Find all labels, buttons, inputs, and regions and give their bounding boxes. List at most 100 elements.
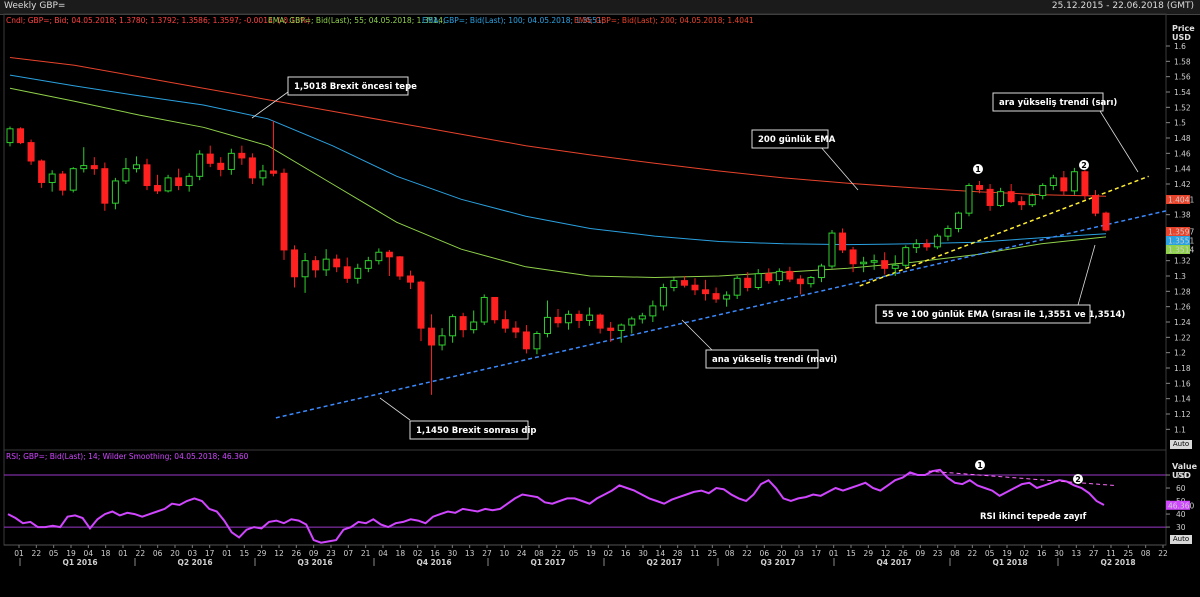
candle [723,291,731,307]
price-tick-label: 1.48 [1174,134,1191,143]
last-value-badge [1166,236,1190,245]
candle-body [248,157,256,179]
candle [1102,211,1110,232]
price-tick-label: 1.1 [1174,425,1186,434]
candle [807,276,815,288]
annotation-ema55-100: 55 ve 100 günlük EMA (sırası ile 1,3551 … [875,244,1125,324]
quarter-label: Q1 2016 [62,558,97,567]
candle-body [860,261,868,265]
x-tick-label: 22 [136,549,146,558]
price-tick-label: 1.46 [1174,149,1191,158]
candle [1028,193,1036,207]
candle-body [154,185,162,192]
candle-body [217,162,225,170]
price-tick-label: 1.28 [1174,287,1191,296]
x-tick-label: 05 [569,549,579,558]
x-tick-label: 15 [846,549,856,558]
x-tick-label: 23 [933,549,943,558]
rsi-axis-title: Value [1172,462,1198,471]
candle [944,225,952,241]
candle [343,257,351,283]
svg-text:ara yükseliş trendi (sarı): ara yükseliş trendi (sarı) [999,98,1117,108]
svg-text:1: 1 [975,165,981,174]
x-tick-label: 20 [170,549,180,558]
price-auto-scale-button[interactable]: Auto [1170,440,1192,449]
candle-body [1007,191,1015,203]
candle [986,184,994,211]
x-tick-label: 23 [326,549,336,558]
quarter-label: Q3 2016 [297,558,332,567]
chart-date-range: 25.12.2015 - 22.06.2018 (GMT) [1051,1,1194,11]
candle [828,230,836,269]
candle [196,150,204,181]
candle-body [828,232,836,267]
svg-text:1: 1 [977,461,983,470]
candle-body [48,173,56,183]
price-tick-label: 1.16 [1174,379,1191,388]
candle [122,157,130,184]
x-tick-label: 27 [482,549,492,558]
candle [59,170,67,196]
annotation-intermediate-trend: ara yükseliş trendi (sarı) [992,92,1139,173]
last-value-text: 1.4041 [1168,196,1194,205]
candle [1060,170,1068,196]
candle-body [765,273,773,282]
rsi-auto-scale-button[interactable]: Auto [1170,535,1192,544]
candle-body [269,170,277,174]
quarter-label: Q2 2016 [177,558,212,567]
candle-body [69,168,77,191]
candle-body [512,327,520,333]
trend-lines [275,175,1167,419]
candle-body [839,232,847,251]
candle-body [196,153,204,177]
candle [480,294,488,326]
candle-body [1018,201,1026,206]
candle [860,256,868,273]
candle [712,287,720,303]
legend-ema100: EMA; GBP=; Bid(Last); 100; 04.05.2018; 1… [422,16,604,25]
candle [575,310,583,329]
candle [6,126,14,147]
price-tick-label: 1.14 [1174,395,1191,404]
candle [586,307,594,326]
x-tick-label: 08 [950,549,960,558]
candle-body [364,260,372,269]
price-tick-label: 1.44 [1174,165,1191,174]
rsi-last-value-text: 46.360 [1168,501,1194,510]
candle-body [944,227,952,237]
x-tick-label: 29 [864,549,874,558]
annotation-main-trend: ana yükseliş trendi (mavi) [681,319,837,369]
candle [459,312,467,338]
rsi-tick-label: 70 [1176,471,1186,480]
ema55-line [9,87,1107,279]
candle-body [6,128,14,144]
svg-text:2: 2 [1081,161,1087,170]
candle [997,187,1005,207]
candle [565,310,573,330]
candle [143,158,151,191]
candle [522,325,530,354]
rsi-peak-badge-2: 2 [1073,474,1083,484]
candle [206,145,214,168]
candle-body [238,152,246,159]
candle [438,328,446,351]
candle-body [702,289,710,295]
candle [248,153,256,184]
x-tick-label: 03 [794,549,804,558]
rsi-tick-label: 60 [1176,484,1186,493]
x-tick-label: 30 [1054,549,1064,558]
candle [839,228,847,253]
candle-body [607,327,615,331]
candle-body [291,249,299,278]
legend-ema55: EMA; GBP=; Bid(Last); 55; 04.05.2018; 1.… [268,16,445,25]
candle [628,316,636,334]
x-tick-label: 22 [552,549,562,558]
candle-body [680,280,688,286]
candle [765,268,773,284]
x-tick-label: 25 [708,549,718,558]
candle [333,254,341,273]
price-tick-label: 1.42 [1174,180,1191,189]
candle [322,249,330,276]
candle-body [744,277,752,288]
